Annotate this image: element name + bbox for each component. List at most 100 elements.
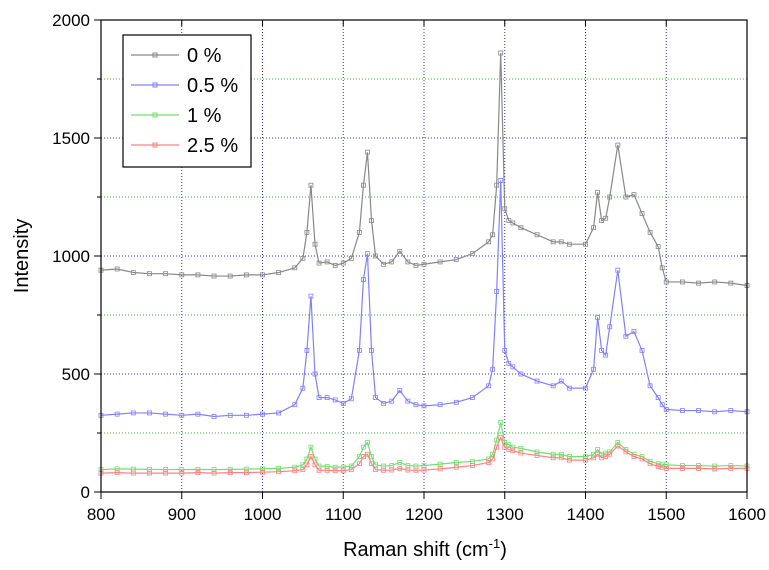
data-point xyxy=(583,385,588,391)
y-tick-label: 1000 xyxy=(52,247,90,266)
legend-marker xyxy=(152,82,158,88)
data-point xyxy=(276,270,282,275)
data-point xyxy=(591,366,596,372)
data-point xyxy=(312,371,318,377)
data-point xyxy=(179,272,185,278)
data-point xyxy=(405,463,411,468)
data-point xyxy=(603,215,609,221)
data-point xyxy=(486,460,492,465)
data-point xyxy=(623,333,629,339)
data-point xyxy=(712,279,718,285)
legend: 0 % 0.5 % 1 % 2.5 % xyxy=(122,34,252,168)
data-point xyxy=(494,288,500,294)
data-point xyxy=(308,293,314,299)
data-point xyxy=(369,218,374,224)
data-point xyxy=(227,412,233,418)
legend-label: 2.5 % xyxy=(187,135,238,157)
data-point xyxy=(607,324,613,330)
data-point xyxy=(348,396,354,402)
data-point xyxy=(502,347,508,353)
data-point xyxy=(518,450,524,456)
data-point xyxy=(356,461,362,467)
data-point xyxy=(663,406,669,412)
data-point xyxy=(655,395,661,401)
data-point xyxy=(348,463,354,469)
data-point xyxy=(583,241,588,247)
data-point xyxy=(332,397,338,403)
data-point xyxy=(389,398,395,404)
data-point xyxy=(583,454,588,460)
data-point xyxy=(659,402,665,408)
data-point xyxy=(243,272,249,278)
data-point xyxy=(712,466,718,472)
data-point xyxy=(356,347,362,353)
data-point xyxy=(373,253,378,259)
data-point xyxy=(421,261,427,267)
data-point xyxy=(389,259,395,265)
data-point xyxy=(316,467,322,473)
data-point xyxy=(163,467,169,472)
data-point xyxy=(332,263,338,268)
data-point xyxy=(453,460,459,465)
data-point xyxy=(712,409,718,415)
data-point xyxy=(243,412,249,418)
data-point xyxy=(195,470,201,476)
data-point xyxy=(361,182,366,188)
data-point xyxy=(728,463,734,468)
data-point xyxy=(558,239,564,245)
data-point xyxy=(292,464,298,470)
data-point xyxy=(591,455,596,461)
data-point xyxy=(397,248,403,254)
data-point xyxy=(324,395,330,401)
data-point xyxy=(510,448,516,454)
data-point xyxy=(663,462,669,468)
data-point xyxy=(558,451,564,457)
data-point xyxy=(147,271,152,277)
data-point xyxy=(381,401,387,406)
data-point xyxy=(413,467,419,473)
data-point xyxy=(498,178,504,183)
data-point xyxy=(583,457,588,463)
data-point xyxy=(518,445,524,451)
data-point xyxy=(615,142,621,148)
x-tick-label: 1000 xyxy=(244,505,282,524)
data-point xyxy=(453,399,459,405)
data-point xyxy=(550,455,556,461)
data-point xyxy=(607,451,613,457)
data-point xyxy=(114,470,120,476)
data-point xyxy=(260,411,265,417)
data-point xyxy=(304,229,310,235)
data-point xyxy=(712,463,718,469)
data-point xyxy=(437,461,443,467)
data-point xyxy=(373,395,378,401)
data-point xyxy=(147,410,152,416)
y-tick-label: 500 xyxy=(62,365,90,384)
x-axis-title-suffix: ) xyxy=(500,539,507,561)
data-point xyxy=(696,463,701,468)
y-tick-label: 0 xyxy=(81,483,90,502)
data-point xyxy=(486,383,492,389)
data-point xyxy=(114,411,120,417)
data-point xyxy=(510,220,516,226)
data-point xyxy=(728,408,734,413)
data-point xyxy=(369,461,374,467)
data-point xyxy=(316,260,322,266)
data-point xyxy=(680,465,685,471)
data-point xyxy=(324,259,330,265)
data-point xyxy=(696,465,701,471)
data-point xyxy=(300,255,306,261)
legend-marker xyxy=(152,112,158,118)
series-line xyxy=(100,422,748,471)
series-line xyxy=(100,180,748,418)
x-tick-label: 800 xyxy=(87,505,115,524)
data-point xyxy=(518,225,524,231)
data-point xyxy=(659,265,665,271)
data-point xyxy=(365,251,370,257)
data-point xyxy=(639,347,645,353)
x-axis-title: Raman shift (cm-1) xyxy=(343,536,507,561)
data-point xyxy=(595,314,601,320)
data-point xyxy=(550,383,556,389)
data-point xyxy=(413,263,419,268)
data-point xyxy=(361,277,366,283)
data-point xyxy=(260,272,265,278)
